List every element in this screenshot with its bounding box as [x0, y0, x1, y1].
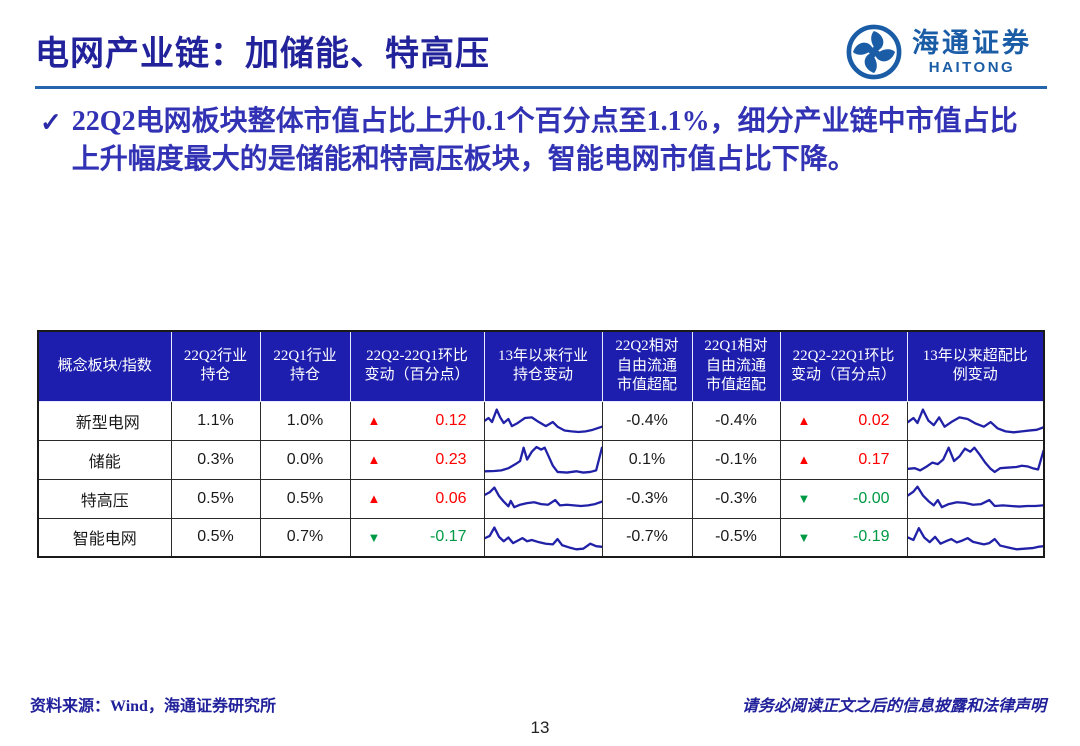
col-header-22q1-overweight: 22Q1相对 自由流通 市值超配 [691, 330, 781, 402]
q1-holding-value: 0.0% [259, 439, 351, 480]
table-header-row: 概念板块/指数 22Q2行业 持仓 22Q1行业 持仓 22Q2-22Q1环比 … [37, 330, 1045, 402]
col-header-holding-trend: 13年以来行业 持仓变动 [483, 330, 603, 402]
overweight-change-cell: ▲ 0.02 [779, 400, 908, 441]
table-row: 特高压 0.5% 0.5% ▲ 0.06 -0.3% -0.3% ▼ -0.00 [37, 478, 1045, 519]
haitong-logo-text: 海通证券 HAITONG [912, 27, 1032, 76]
title-underline [35, 86, 1047, 89]
q2-holding-value: 0.5% [170, 517, 261, 558]
sector-holdings-table: 概念板块/指数 22Q2行业 持仓 22Q1行业 持仓 22Q2-22Q1环比 … [37, 330, 1045, 558]
checkmark-icon: ✓ [40, 107, 62, 137]
holding-trend-sparkline [483, 439, 603, 480]
col-header-overweight-trend: 13年以来超配比 例变动 [906, 330, 1045, 402]
q2-overweight-value: -0.4% [601, 400, 693, 441]
col-header-sector: 概念板块/指数 [37, 330, 172, 402]
holding-change-value: -0.17 [430, 528, 467, 546]
overweight-change-cell: ▲ 0.17 [779, 439, 908, 480]
key-point-bullet: ✓ 22Q2电网板块整体市值占比上升0.1个百分点至1.1%，细分产业链中市值占… [40, 103, 1042, 179]
holding-change-value: 0.12 [435, 411, 467, 429]
q2-holding-value: 0.3% [170, 439, 261, 480]
up-triangle-icon: ▲ [797, 452, 811, 467]
table-row: 储能 0.3% 0.0% ▲ 0.23 0.1% -0.1% ▲ 0.17 [37, 439, 1045, 480]
down-triangle-icon: ▼ [797, 491, 811, 506]
overweight-trend-sparkline [906, 400, 1045, 441]
col-header-22q1-holding: 22Q1行业 持仓 [259, 330, 351, 402]
up-triangle-icon: ▲ [367, 452, 381, 467]
col-header-overweight-change: 22Q2-22Q1环比 变动（百分点） [779, 330, 908, 402]
q1-overweight-value: -0.5% [691, 517, 781, 558]
table-row: 智能电网 0.5% 0.7% ▼ -0.17 -0.7% -0.5% ▼ -0.… [37, 517, 1045, 558]
holding-change-cell: ▼ -0.17 [349, 517, 485, 558]
legal-disclaimer: 请务必阅读正文之后的信息披露和法律声明 [741, 698, 1046, 715]
holding-change-value: 0.06 [435, 489, 467, 507]
q1-holding-value: 1.0% [259, 400, 351, 441]
up-triangle-icon: ▲ [367, 491, 381, 506]
page-number: 13 [530, 718, 550, 737]
haitong-logo: 海通证券 HAITONG [846, 24, 1032, 80]
q2-holding-value: 0.5% [170, 478, 261, 519]
holding-change-cell: ▲ 0.12 [349, 400, 485, 441]
holding-trend-sparkline [483, 517, 603, 558]
q1-overweight-value: -0.4% [691, 400, 781, 441]
overweight-change-value: 0.02 [858, 411, 890, 429]
logo-name-en: HAITONG [928, 58, 1016, 76]
overweight-trend-sparkline [906, 517, 1045, 558]
q2-overweight-value: 0.1% [601, 439, 693, 480]
overweight-trend-sparkline [906, 439, 1045, 480]
overweight-change-cell: ▼ -0.19 [779, 517, 908, 558]
overweight-change-cell: ▼ -0.00 [779, 478, 908, 519]
sector-name: 新型电网 [37, 400, 172, 441]
holding-trend-sparkline [483, 478, 603, 519]
page-title: 电网产业链：加储能、特高压 [35, 36, 490, 73]
col-header-22q2-overweight: 22Q2相对 自由流通 市值超配 [601, 330, 693, 402]
table-row: 新型电网 1.1% 1.0% ▲ 0.12 -0.4% -0.4% ▲ 0.02 [37, 400, 1045, 441]
sector-name: 储能 [37, 439, 172, 480]
overweight-trend-sparkline [906, 478, 1045, 519]
holding-trend-sparkline [483, 400, 603, 441]
col-header-holding-change: 22Q2-22Q1环比 变动（百分点） [349, 330, 485, 402]
col-header-22q2-holding: 22Q2行业 持仓 [170, 330, 261, 402]
q1-holding-value: 0.7% [259, 517, 351, 558]
overweight-change-value: 0.17 [858, 450, 890, 468]
data-source-note: 资料来源：Wind，海通证券研究所 [30, 698, 276, 715]
logo-name-cn: 海通证券 [912, 27, 1032, 58]
q2-holding-value: 1.1% [170, 400, 261, 441]
q2-overweight-value: -0.7% [601, 517, 693, 558]
q1-holding-value: 0.5% [259, 478, 351, 519]
holding-change-cell: ▲ 0.23 [349, 439, 485, 480]
q2-overweight-value: -0.3% [601, 478, 693, 519]
haitong-swirl-icon [846, 24, 902, 80]
sector-name: 特高压 [37, 478, 172, 519]
up-triangle-icon: ▲ [797, 413, 811, 428]
key-point-text: 22Q2电网板块整体市值占比上升0.1个百分点至1.1%，细分产业链中市值占比上… [71, 106, 1018, 175]
holding-change-value: 0.23 [435, 450, 467, 468]
holding-change-cell: ▲ 0.06 [349, 478, 485, 519]
down-triangle-icon: ▼ [797, 529, 811, 545]
q1-overweight-value: -0.1% [691, 439, 781, 480]
overweight-change-value: -0.00 [853, 489, 890, 507]
down-triangle-icon: ▼ [367, 529, 381, 545]
overweight-change-value: -0.19 [853, 528, 890, 546]
up-triangle-icon: ▲ [367, 413, 381, 428]
q1-overweight-value: -0.3% [691, 478, 781, 519]
sector-name: 智能电网 [37, 517, 172, 558]
